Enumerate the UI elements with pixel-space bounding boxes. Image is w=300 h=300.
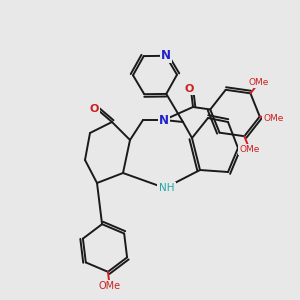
Text: N: N [159,113,169,127]
Text: N: N [159,113,169,127]
Text: O: O [89,104,99,114]
Text: NH: NH [159,183,175,193]
Text: N: N [161,49,171,62]
Text: NH: NH [158,183,174,193]
Text: O: O [184,84,194,94]
Text: OMe: OMe [239,145,260,154]
Text: OMe: OMe [263,114,284,123]
Text: OMe: OMe [249,78,269,87]
Text: OMe: OMe [99,281,121,291]
